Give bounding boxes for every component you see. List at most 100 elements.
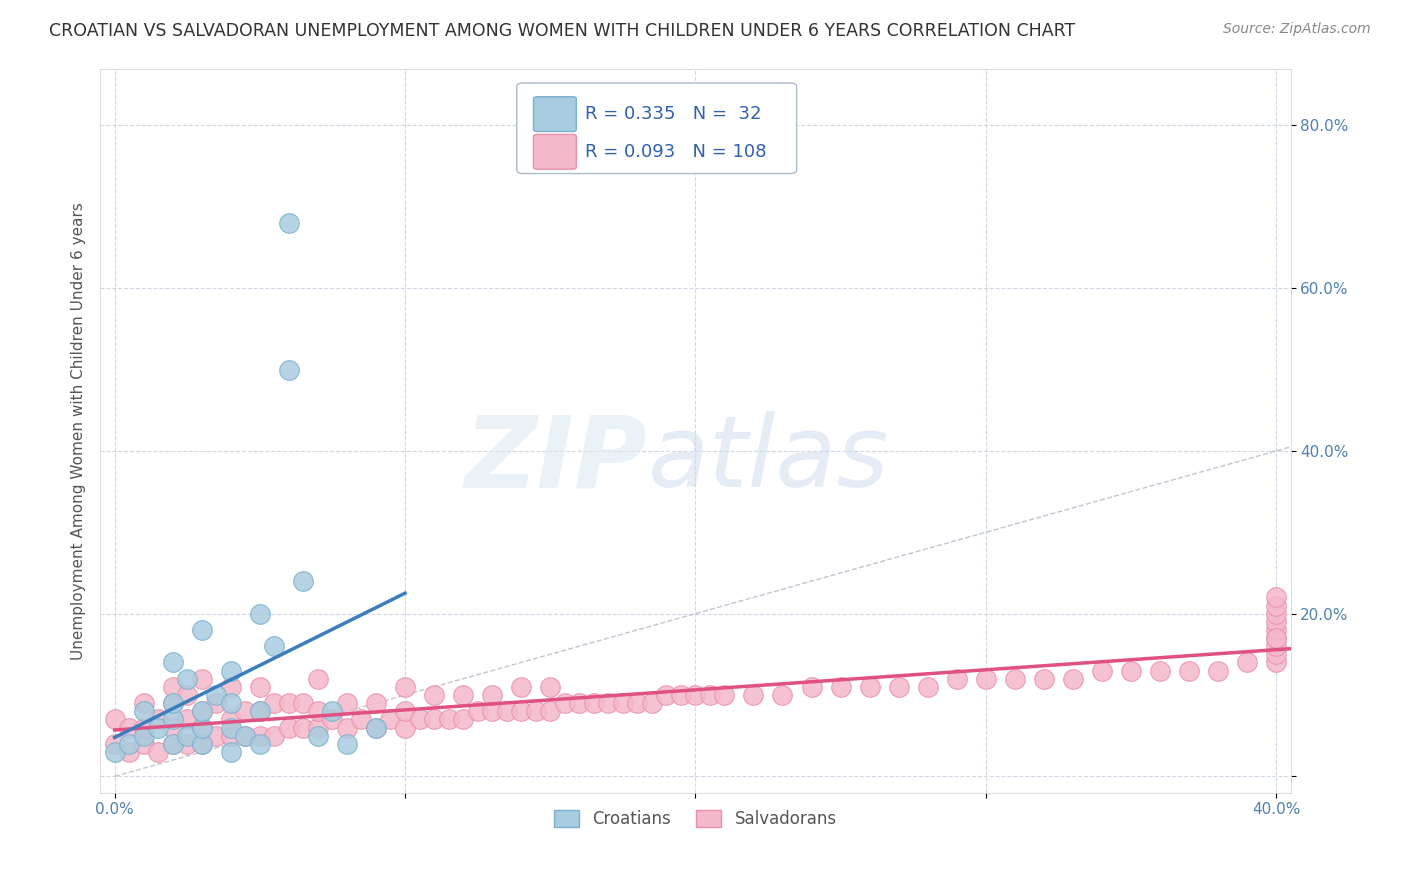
Text: atlas: atlas (648, 411, 890, 508)
Point (1265, 631, 1288, 645)
Point (423, 688, 446, 702)
Point (1206, 664, 1229, 678)
Point (830, 680, 852, 694)
Point (307, 729, 329, 743)
Point (249, 704, 271, 718)
Point (205, 688, 228, 702)
Point (277, 216, 299, 230)
Point (1265, 607, 1288, 621)
Point (132, 737, 155, 751)
Point (538, 704, 561, 718)
Point (336, 696, 359, 710)
Point (394, 721, 416, 735)
FancyBboxPatch shape (517, 83, 797, 174)
Point (1062, 672, 1084, 686)
Point (219, 721, 242, 735)
Point (364, 721, 387, 735)
Point (219, 713, 242, 727)
Point (655, 688, 678, 702)
Point (118, 737, 141, 751)
Point (974, 672, 997, 686)
Point (118, 721, 141, 735)
Point (132, 729, 155, 743)
Text: R = 0.093   N = 108: R = 0.093 N = 108 (585, 143, 766, 161)
Point (219, 664, 242, 678)
Point (582, 696, 605, 710)
Point (104, 737, 127, 751)
Point (612, 696, 634, 710)
Point (1119, 664, 1142, 678)
Point (568, 696, 591, 710)
Point (162, 737, 184, 751)
Point (1265, 623, 1288, 637)
Point (1265, 631, 1288, 645)
Point (263, 696, 285, 710)
Point (510, 704, 533, 718)
Legend: Croatians, Salvadorans: Croatians, Salvadorans (547, 804, 844, 835)
Point (118, 745, 141, 759)
Point (1265, 656, 1288, 670)
Point (249, 607, 271, 621)
Point (451, 713, 474, 727)
Point (219, 745, 242, 759)
Point (1236, 656, 1258, 670)
Point (350, 713, 373, 727)
Point (190, 721, 212, 735)
Point (132, 704, 155, 718)
Point (162, 696, 184, 710)
Point (176, 729, 198, 743)
Point (380, 713, 402, 727)
Point (713, 688, 735, 702)
Point (148, 713, 170, 727)
Point (321, 704, 343, 718)
Point (132, 696, 155, 710)
Point (205, 696, 228, 710)
Point (321, 713, 343, 727)
FancyBboxPatch shape (533, 135, 576, 169)
Point (162, 680, 184, 694)
Point (437, 713, 460, 727)
Point (263, 729, 285, 743)
Point (1004, 672, 1026, 686)
Point (394, 680, 416, 694)
Text: Source: ZipAtlas.com: Source: ZipAtlas.com (1223, 22, 1371, 37)
Point (176, 713, 198, 727)
Point (685, 688, 707, 702)
Point (190, 672, 212, 686)
Point (233, 729, 256, 743)
Point (219, 696, 242, 710)
Point (104, 713, 127, 727)
Point (219, 680, 242, 694)
Point (1091, 664, 1114, 678)
Point (1149, 664, 1171, 678)
Point (148, 745, 170, 759)
Point (481, 688, 503, 702)
Point (945, 672, 967, 686)
Point (524, 704, 547, 718)
Point (132, 721, 155, 735)
Point (307, 672, 329, 686)
Point (772, 688, 794, 702)
Point (277, 721, 299, 735)
Point (887, 680, 910, 694)
Point (190, 737, 212, 751)
Point (336, 721, 359, 735)
Point (917, 680, 939, 694)
Point (538, 680, 561, 694)
Point (176, 672, 198, 686)
Point (336, 737, 359, 751)
Point (423, 713, 446, 727)
Point (858, 680, 880, 694)
Text: R = 0.335   N =  32: R = 0.335 N = 32 (585, 105, 761, 123)
Point (176, 688, 198, 702)
Point (104, 745, 127, 759)
Point (277, 696, 299, 710)
Point (148, 721, 170, 735)
Text: CROATIAN VS SALVADORAN UNEMPLOYMENT AMONG WOMEN WITH CHILDREN UNDER 6 YEARS CORR: CROATIAN VS SALVADORAN UNEMPLOYMENT AMON… (49, 22, 1076, 40)
Point (669, 688, 692, 702)
Point (263, 639, 285, 653)
Point (190, 737, 212, 751)
Point (598, 696, 620, 710)
Point (190, 704, 212, 718)
Point (162, 656, 184, 670)
